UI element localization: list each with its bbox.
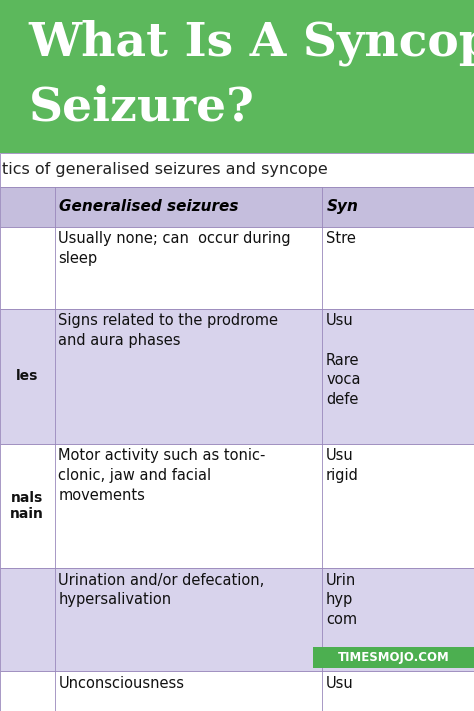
Text: nals
nain: nals nain xyxy=(10,491,44,521)
Text: TIMESMOJO.COM: TIMESMOJO.COM xyxy=(337,651,449,664)
Text: What Is A Syncope: What Is A Syncope xyxy=(28,19,474,66)
Text: Usually none; can  occur during
sleep: Usually none; can occur during sleep xyxy=(58,231,291,266)
Bar xyxy=(0,153,474,187)
Bar xyxy=(0,187,474,227)
Text: Unconsciousness: Unconsciousness xyxy=(58,675,184,690)
Text: les: les xyxy=(16,369,38,383)
Text: Signs related to the prodrome
and aura phases: Signs related to the prodrome and aura p… xyxy=(58,313,278,348)
Bar xyxy=(0,568,474,671)
Bar xyxy=(0,227,474,309)
Text: Usu
rigid: Usu rigid xyxy=(326,448,359,483)
Text: Urin
hyp
com: Urin hyp com xyxy=(326,572,357,627)
Text: Usu: Usu xyxy=(326,675,354,690)
Text: Usu

Rare
voca
defe: Usu Rare voca defe xyxy=(326,313,361,407)
Text: tics of generalised seizures and syncope: tics of generalised seizures and syncope xyxy=(2,162,328,178)
Text: Motor activity such as tonic-
clonic, jaw and facial
movements: Motor activity such as tonic- clonic, ja… xyxy=(58,448,265,503)
Text: Seizure?: Seizure? xyxy=(28,84,255,130)
Bar xyxy=(0,671,474,711)
Bar xyxy=(313,647,474,668)
Text: Syn: Syn xyxy=(327,199,359,215)
Text: Urination and/or defecation,
hypersalivation: Urination and/or defecation, hypersaliva… xyxy=(58,572,264,607)
Bar xyxy=(0,444,474,568)
Bar xyxy=(0,309,474,444)
Text: Generalised seizures: Generalised seizures xyxy=(59,199,239,215)
Text: Stre: Stre xyxy=(326,231,356,246)
